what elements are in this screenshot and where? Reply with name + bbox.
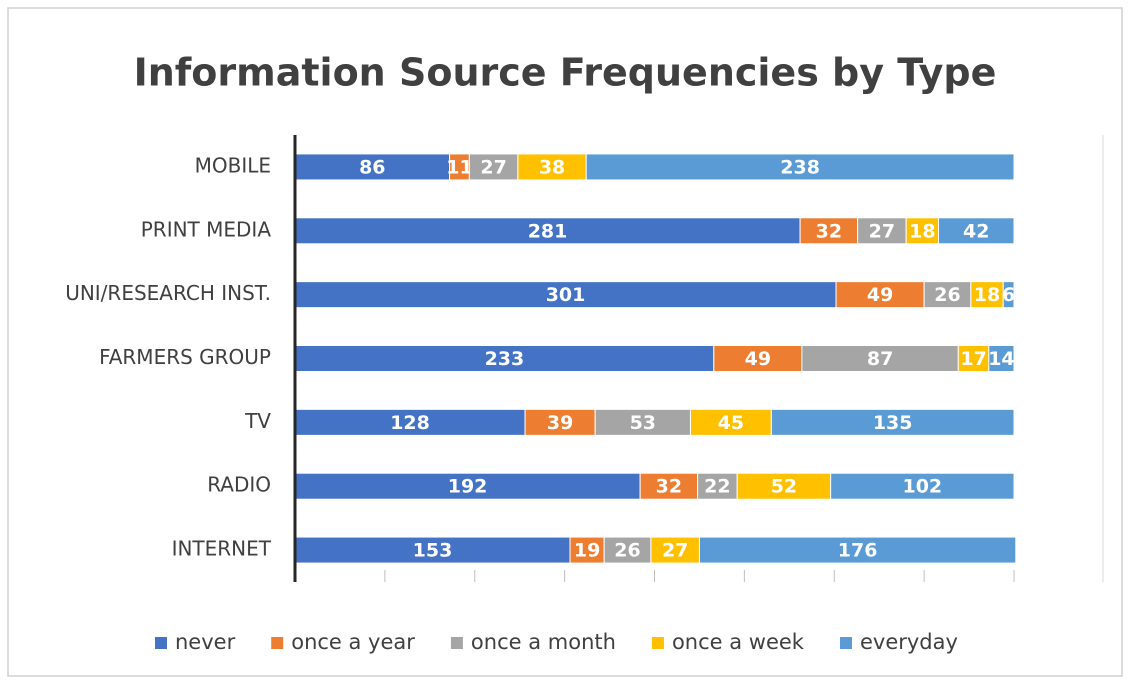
data-label: 32 xyxy=(816,220,842,242)
data-label: 102 xyxy=(902,476,942,498)
data-label: 22 xyxy=(704,476,730,498)
data-label: 27 xyxy=(480,156,506,178)
data-label: 135 xyxy=(873,412,913,434)
legend-marker xyxy=(155,637,167,649)
data-label: 26 xyxy=(934,284,960,306)
legend-label: once a month xyxy=(471,630,616,654)
legend-marker xyxy=(450,637,463,649)
bar-segment xyxy=(294,281,837,309)
bar-segment xyxy=(639,472,699,500)
data-label: 18 xyxy=(974,284,1000,306)
y-tick-label: FARMERS GROUP xyxy=(99,345,271,369)
legend-marker xyxy=(271,637,284,649)
legend-label: once a week xyxy=(672,630,805,654)
bar-segment xyxy=(1002,281,1015,309)
data-label: 53 xyxy=(630,412,656,434)
bar-segment xyxy=(713,345,803,372)
data-label: 27 xyxy=(662,540,688,562)
data-label: 49 xyxy=(745,348,771,370)
data-label: 18 xyxy=(909,220,935,242)
data-label: 42 xyxy=(963,220,989,242)
chart-frame xyxy=(7,7,1123,677)
legend-label: never xyxy=(175,630,236,654)
legend-label: everyday xyxy=(860,630,958,654)
bar-segment xyxy=(830,472,1015,500)
bar-segment xyxy=(294,472,641,500)
data-label: 233 xyxy=(485,348,525,370)
y-tick-label: UNI/RESEARCH INST. xyxy=(65,281,271,305)
data-label: 14 xyxy=(988,348,1014,370)
y-tick-label: INTERNET xyxy=(172,537,272,561)
bar-segment xyxy=(650,536,700,564)
data-label: 192 xyxy=(448,476,488,498)
data-label: 32 xyxy=(656,476,682,498)
bar-segment xyxy=(988,345,1015,372)
data-label: 38 xyxy=(539,156,565,178)
bar-segment xyxy=(468,153,519,181)
legend-marker xyxy=(839,637,852,649)
legend-label: once a year xyxy=(291,630,415,654)
bar-segment xyxy=(697,472,738,500)
y-tick-label: MOBILE xyxy=(195,153,271,177)
data-label: 87 xyxy=(867,348,893,370)
bar-segment xyxy=(594,408,691,436)
legend-marker xyxy=(651,637,664,649)
bar-segment xyxy=(923,281,972,309)
chart-title: Information Source Frequencies by Type xyxy=(134,51,997,95)
data-label: 19 xyxy=(574,540,600,562)
bar-segment xyxy=(770,408,1015,436)
data-label: 27 xyxy=(869,220,895,242)
y-tick-label: TV xyxy=(244,409,271,433)
data-label: 45 xyxy=(718,412,744,434)
data-label: 52 xyxy=(771,476,797,498)
bar-segment xyxy=(585,153,1015,181)
data-label: 238 xyxy=(780,156,820,178)
bar-segment xyxy=(524,408,596,436)
data-label: 17 xyxy=(960,348,986,370)
bar-segment xyxy=(970,281,1004,309)
y-tick-label: RADIO xyxy=(207,473,271,497)
data-label: 6 xyxy=(1002,284,1015,306)
data-label: 39 xyxy=(547,412,573,434)
y-tick-label: PRINT MEDIA xyxy=(141,217,272,241)
data-label: 128 xyxy=(390,412,430,434)
data-label: 11 xyxy=(446,156,472,178)
bar-segment xyxy=(569,536,605,564)
data-label: 26 xyxy=(614,540,640,562)
data-label: 86 xyxy=(359,156,385,178)
bar-segment xyxy=(938,217,1015,245)
bar-segment xyxy=(799,217,859,245)
bar-segment xyxy=(698,536,1017,564)
data-label: 153 xyxy=(413,540,453,562)
data-label: 49 xyxy=(867,284,893,306)
data-label: 281 xyxy=(528,220,568,242)
bar-segment xyxy=(905,217,940,245)
bar-segment xyxy=(736,472,832,500)
bar-segment xyxy=(517,153,587,181)
data-label: 301 xyxy=(546,284,586,306)
data-label: 176 xyxy=(838,540,878,562)
bar-segment xyxy=(294,345,715,372)
